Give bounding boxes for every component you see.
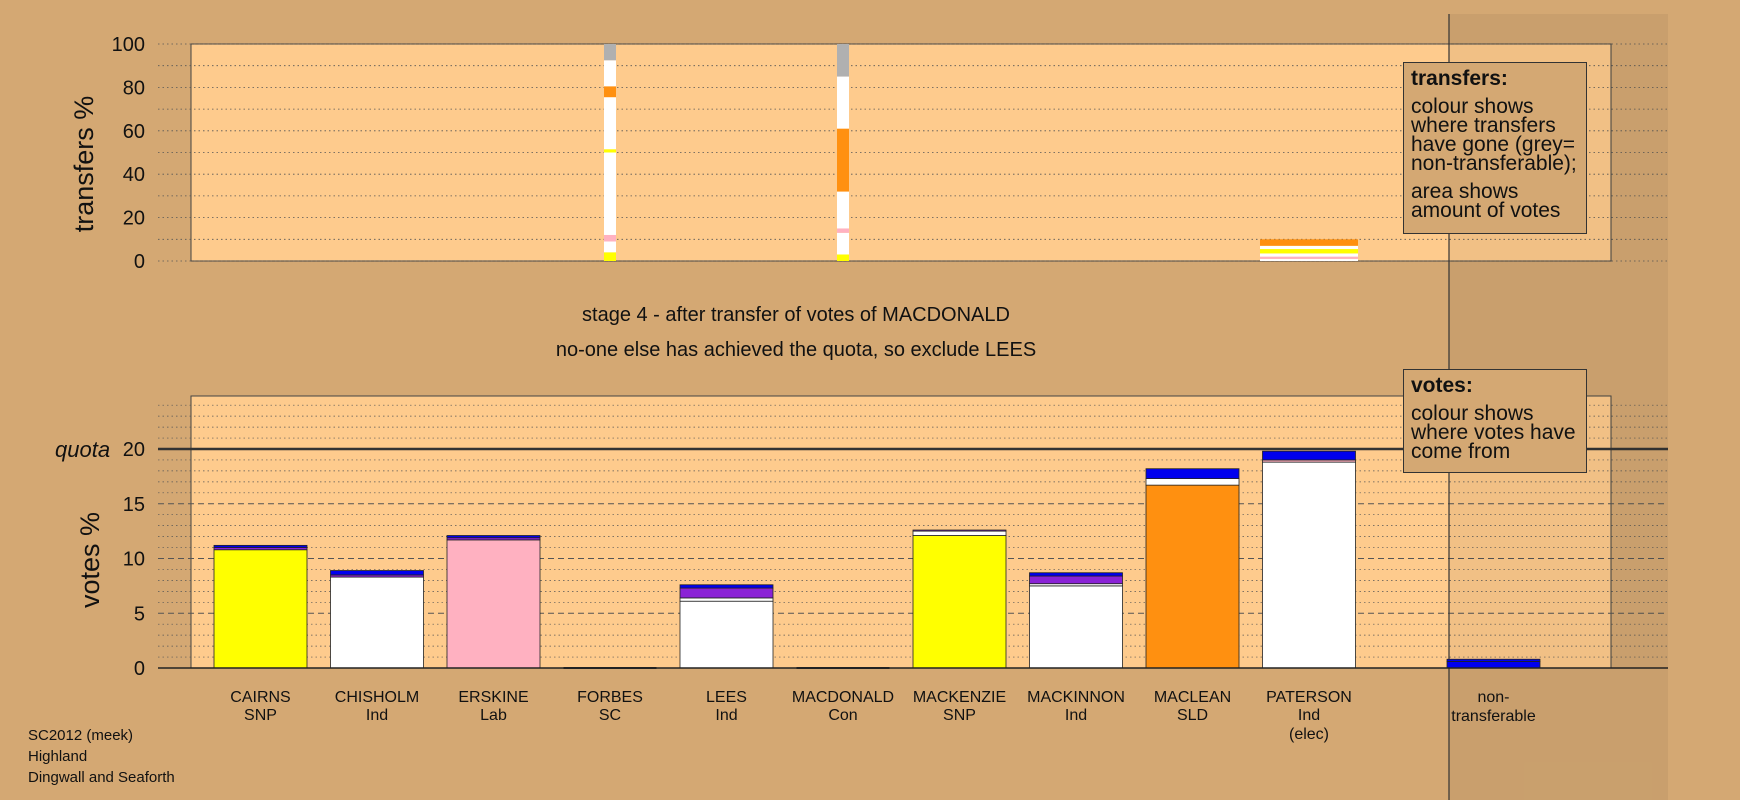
candidate-party-label: Ind bbox=[1065, 707, 1087, 724]
transfer-segment-macdonald bbox=[837, 232, 849, 255]
candidate-party-label: SLD bbox=[1177, 707, 1208, 724]
vote-segment-mackinnon bbox=[1029, 575, 1123, 585]
nontransferable-label: non- bbox=[1477, 689, 1509, 706]
candidate-name-label: CHISHOLM bbox=[335, 689, 419, 706]
vote-segment-maclean bbox=[1145, 468, 1240, 479]
vote-segment-paterson bbox=[1262, 461, 1356, 669]
candidate-note-label: (elec) bbox=[1289, 726, 1329, 743]
candidate-party-label: SC bbox=[599, 707, 621, 724]
transfer-segment-paterson bbox=[1260, 258, 1358, 261]
transfers-tick-label: 60 bbox=[123, 121, 145, 143]
transfers-axis-label: transfers % bbox=[69, 96, 99, 233]
vote-segment-erskine bbox=[446, 535, 541, 539]
candidate-name-label: MACDONALD bbox=[792, 689, 894, 706]
transfers-tick-label: 80 bbox=[123, 77, 145, 99]
transfer-segment-forbes bbox=[604, 152, 616, 235]
votes-legend: votes: colour shows where votes have com… bbox=[1403, 369, 1587, 473]
votes-axis-label: votes % bbox=[75, 512, 105, 608]
transfer-segment-paterson bbox=[1260, 245, 1358, 250]
transfers-tick-label: 20 bbox=[123, 208, 145, 230]
footer-election: SC2012 (meek) bbox=[28, 727, 134, 744]
transfer-segment-paterson bbox=[1260, 253, 1358, 257]
transfer-segment-forbes bbox=[604, 86, 616, 98]
candidate-party-label: SNP bbox=[244, 707, 277, 724]
vote-segment-mackenzie bbox=[912, 529, 1007, 532]
vote-segment-chisholm bbox=[330, 570, 424, 576]
transfers-legend-title: transfers: bbox=[1411, 67, 1508, 90]
candidate-party-label: Ind bbox=[715, 707, 737, 724]
candidate-party-label: Ind bbox=[366, 707, 388, 724]
candidate-name-label: PATERSON bbox=[1266, 689, 1352, 706]
vote-segment-mackenzie bbox=[912, 530, 1007, 536]
transfers-tick-label: 100 bbox=[112, 34, 145, 56]
footer-ward: Dingwall and Seaforth bbox=[28, 769, 175, 786]
transfer-segment-forbes bbox=[604, 149, 616, 153]
votes-tick-label: 5 bbox=[134, 603, 145, 625]
stage-caption: stage 4 - after transfer of votes of MAC… bbox=[582, 304, 1010, 326]
vote-segment-lees bbox=[679, 587, 774, 599]
transfers-legend-text-2: area shows amount of votes bbox=[1411, 180, 1561, 222]
nontransferable-label: transferable bbox=[1451, 708, 1536, 725]
transfer-segment-macdonald bbox=[837, 254, 849, 261]
vote-segment-lees bbox=[679, 600, 774, 669]
candidate-name-label: ERSKINE bbox=[458, 689, 528, 706]
transfer-segment-forbes bbox=[604, 252, 616, 261]
transfer-segment-paterson bbox=[1260, 239, 1358, 246]
transfers-tick-label: 0 bbox=[134, 251, 145, 273]
vote-segment-mackinnon bbox=[1029, 585, 1123, 669]
candidate-name-label: MACLEAN bbox=[1154, 689, 1231, 706]
candidate-party-label: SNP bbox=[943, 707, 976, 724]
vote-segment-cairns bbox=[213, 549, 308, 669]
transfer-segment-macdonald bbox=[837, 76, 849, 129]
exclusion-caption: no-one else has achieved the quota, so e… bbox=[556, 339, 1036, 361]
vote-segment-paterson bbox=[1262, 450, 1356, 461]
transfer-segment-macdonald bbox=[837, 128, 849, 192]
votes-tick-label: 15 bbox=[123, 494, 145, 516]
transfers-legend: transfers: colour shows where transfers … bbox=[1403, 62, 1587, 234]
vote-segment-chisholm bbox=[330, 576, 424, 669]
candidate-party-label: Ind bbox=[1298, 707, 1320, 724]
transfer-segment-forbes bbox=[604, 44, 616, 61]
transfer-segment-forbes bbox=[604, 234, 616, 242]
transfer-segment-macdonald bbox=[837, 228, 849, 233]
transfer-segment-forbes bbox=[604, 60, 616, 87]
votes-legend-title: votes: bbox=[1411, 374, 1473, 397]
vote-segment-lees bbox=[679, 597, 774, 602]
candidate-name-label: MACKINNON bbox=[1027, 689, 1125, 706]
vote-segment-maclean bbox=[1145, 478, 1240, 486]
votes-tick-label: 20 bbox=[123, 439, 145, 461]
candidate-party-label: Lab bbox=[480, 707, 507, 724]
transfer-segment-forbes bbox=[604, 97, 616, 150]
vote-segment-lees bbox=[679, 584, 774, 589]
footer: SC2012 (meek) Highland Dingwall and Seaf… bbox=[28, 725, 175, 788]
quota-label: quota bbox=[55, 437, 110, 462]
votes-legend-text: colour shows where votes have come from bbox=[1411, 402, 1576, 463]
candidate-name-label: MACKENZIE bbox=[913, 689, 1006, 706]
transfer-segment-paterson bbox=[1260, 249, 1358, 254]
candidate-party-label: Con bbox=[828, 707, 857, 724]
vote-segment-mackinnon bbox=[1029, 572, 1123, 577]
transfer-segment-forbes bbox=[604, 241, 616, 253]
votes-plot-area bbox=[190, 395, 1612, 669]
votes-tick-label: 0 bbox=[134, 658, 145, 680]
footer-council: Highland bbox=[28, 748, 88, 765]
vote-segment-mackenzie bbox=[912, 535, 1007, 669]
vote-segment-cairns bbox=[213, 544, 308, 548]
candidate-name-label: CAIRNS bbox=[230, 689, 290, 706]
transfers-legend-text-1: colour shows where transfers have gone (… bbox=[1411, 95, 1577, 175]
vote-segment-maclean bbox=[1145, 484, 1240, 669]
vote-segment-nontransferable bbox=[1446, 658, 1541, 662]
candidate-name-label: LEES bbox=[706, 689, 747, 706]
votes-tick-label: 10 bbox=[123, 549, 145, 571]
vote-segment-nontransferable bbox=[1446, 661, 1541, 669]
candidate-name-label: FORBES bbox=[577, 689, 643, 706]
transfers-tick-label: 40 bbox=[123, 164, 145, 186]
vote-segment-erskine bbox=[446, 539, 541, 669]
transfer-segment-macdonald bbox=[837, 191, 849, 229]
transfer-segment-paterson bbox=[1260, 256, 1358, 259]
transfer-segment-macdonald bbox=[837, 44, 849, 77]
